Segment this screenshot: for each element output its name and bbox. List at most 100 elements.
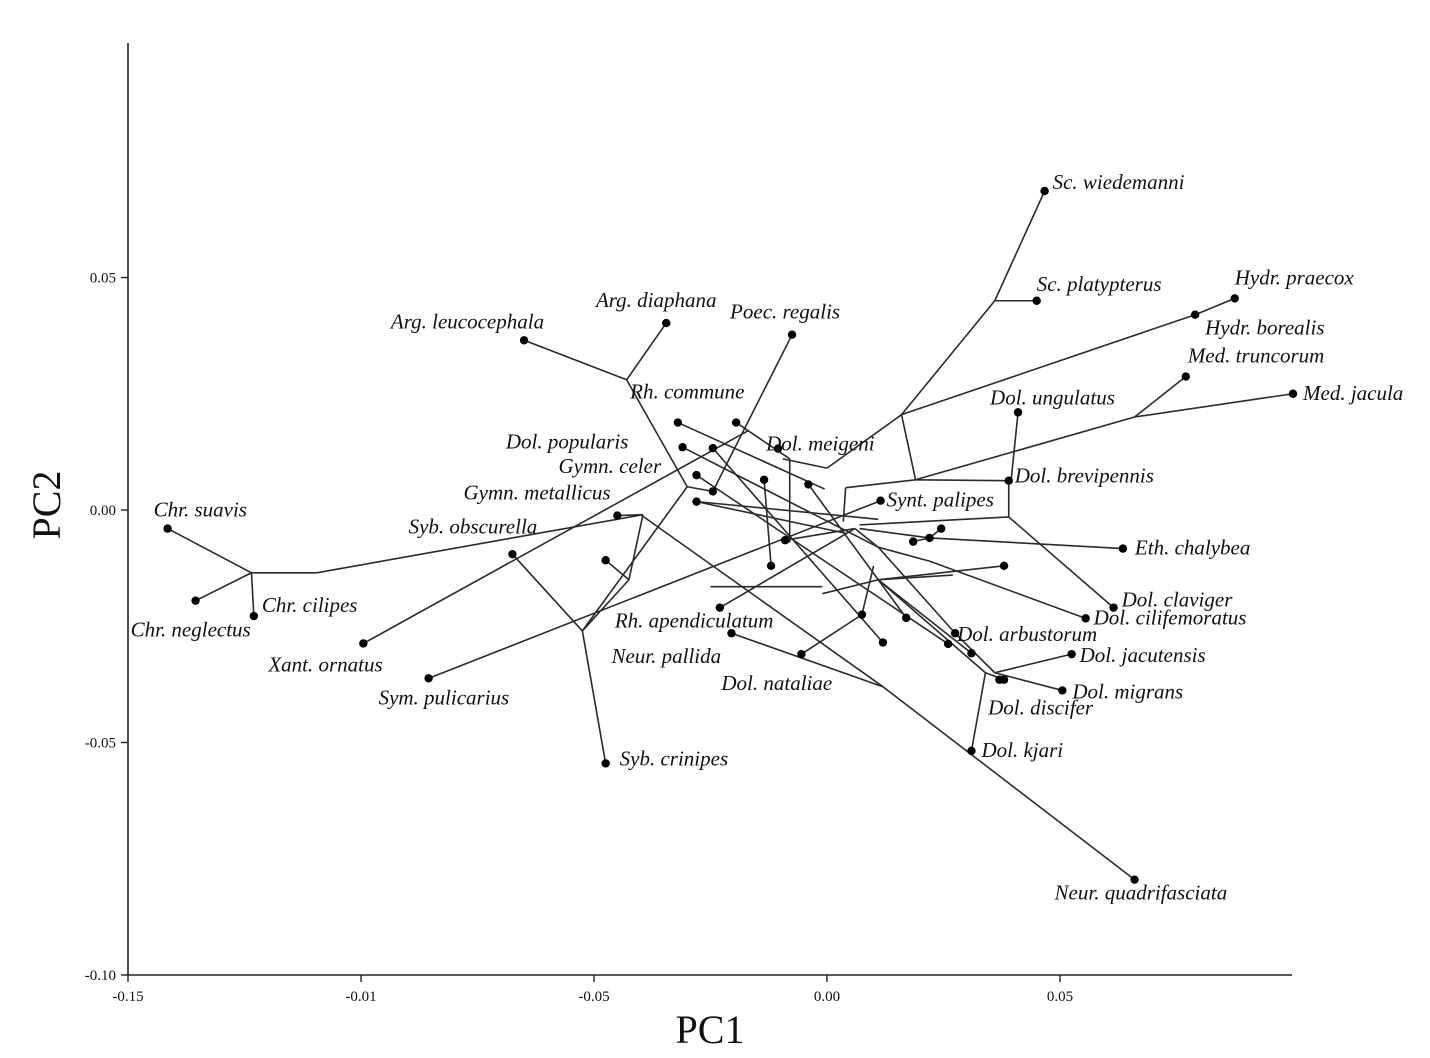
point-label: Syb. obscurella	[409, 515, 538, 539]
tree-edges	[167, 190, 1294, 881]
tree-edge	[628, 514, 644, 580]
data-point	[715, 603, 725, 612]
y-tick-label: 0.00	[90, 503, 116, 519]
data-point	[925, 533, 934, 543]
point-label: Dol. cilifemoratus	[1093, 605, 1247, 629]
tree-edge	[915, 478, 1009, 482]
tree-edge	[712, 334, 793, 492]
tree-edge	[878, 574, 953, 581]
tree-edge	[845, 478, 916, 489]
data-points	[163, 186, 1298, 884]
point-label: Chr. neglectus	[131, 618, 251, 642]
data-point	[943, 639, 953, 649]
data-point	[876, 496, 885, 505]
data-point	[1288, 389, 1298, 398]
tree-edge	[316, 513, 644, 574]
tree-edge	[687, 485, 713, 493]
tree-edge	[677, 421, 826, 490]
tree-edge	[859, 516, 1009, 526]
tree-edge	[1010, 412, 1019, 481]
tree-edge	[625, 322, 667, 381]
data-point	[878, 638, 888, 647]
data-point	[995, 675, 1004, 684]
point-label: Dol. meigeni	[765, 432, 875, 456]
tree-edge	[877, 546, 956, 634]
tree-edge	[800, 613, 863, 655]
tree-edge	[784, 527, 856, 542]
y-tick-label: 0.05	[90, 271, 116, 287]
point-label: Med. truncorum	[1187, 344, 1324, 368]
tree-edge	[900, 300, 996, 416]
x-tick-label: -0.05	[578, 989, 609, 1005]
data-point	[359, 639, 368, 648]
data-point	[1058, 686, 1067, 695]
point-label: Dol. migrans	[1071, 679, 1183, 703]
data-point	[936, 524, 946, 533]
data-point	[678, 443, 687, 452]
tree-edge	[1134, 392, 1294, 418]
tree-edge	[859, 527, 930, 539]
data-point	[967, 746, 976, 756]
tree-edge	[882, 686, 1136, 881]
tree-edge	[523, 339, 627, 381]
point-label: Poec. regalis	[729, 300, 840, 324]
x-tick-label: -0.15	[112, 989, 143, 1005]
tree-edge	[581, 630, 607, 764]
data-point	[797, 649, 806, 659]
data-point	[601, 556, 610, 565]
x-tick-label: -0.01	[345, 989, 376, 1005]
data-point	[692, 470, 701, 480]
y-axis-ticks: -0.10 -0.05 0.00 0.05	[85, 271, 128, 984]
tree-edge	[625, 379, 688, 488]
tree-edge	[428, 499, 881, 680]
x-axis-title: PC1	[676, 1007, 745, 1052]
point-label: Dol. ungulatus	[989, 385, 1115, 409]
point-label: Sc. platypterus	[1037, 272, 1162, 296]
point-label: Sc. wiedemanni	[1053, 170, 1185, 194]
tree-edge	[807, 483, 907, 619]
point-label: Neur. quadrifasciata	[1054, 881, 1228, 905]
point-label: Dol. jacutensis	[1079, 643, 1206, 667]
point-label: Dol. nataliae	[720, 671, 832, 695]
data-point	[1109, 603, 1118, 612]
point-label: Rh. commune	[629, 380, 744, 404]
point-label: Rh. apendiculatum	[614, 609, 774, 633]
point-label: Arg. leucocephala	[389, 309, 544, 333]
data-point	[999, 561, 1009, 570]
tree-edge	[854, 527, 879, 548]
data-point	[692, 497, 701, 506]
tree-edge	[696, 500, 879, 521]
tree-edge	[696, 500, 846, 535]
data-point	[708, 487, 718, 496]
tree-edge	[970, 672, 987, 752]
point-label: Dol. kjari	[980, 738, 1063, 762]
data-point	[1004, 476, 1013, 485]
tree-edge	[994, 190, 1046, 302]
x-axis-ticks: -0.15 -0.01 -0.05 0.00 0.05	[112, 975, 1073, 1005]
data-point	[1181, 372, 1191, 381]
data-point	[787, 330, 797, 339]
data-point	[1230, 294, 1239, 303]
tree-edge	[901, 313, 1196, 416]
tree-edge	[1194, 297, 1236, 316]
data-point	[773, 444, 783, 453]
data-point	[1118, 544, 1128, 553]
data-point	[613, 511, 622, 520]
tree-edge	[617, 513, 643, 517]
data-point	[1081, 614, 1090, 623]
x-tick-label: 0.05	[1047, 989, 1073, 1005]
tree-edge	[195, 572, 252, 602]
point-label: Chr. cilipes	[262, 593, 358, 617]
tree-edge	[929, 560, 1086, 620]
data-point	[731, 418, 741, 427]
data-point	[759, 475, 769, 484]
point-label: Dol. arbustorum	[956, 622, 1097, 646]
tree-edge	[826, 414, 903, 469]
tree-edge	[605, 559, 630, 581]
tree-edge	[929, 537, 1123, 550]
point-label: Hydr. borealis	[1204, 316, 1324, 340]
tree-edge	[735, 421, 791, 460]
tree-edge	[719, 527, 856, 609]
tree-edge	[877, 579, 986, 674]
